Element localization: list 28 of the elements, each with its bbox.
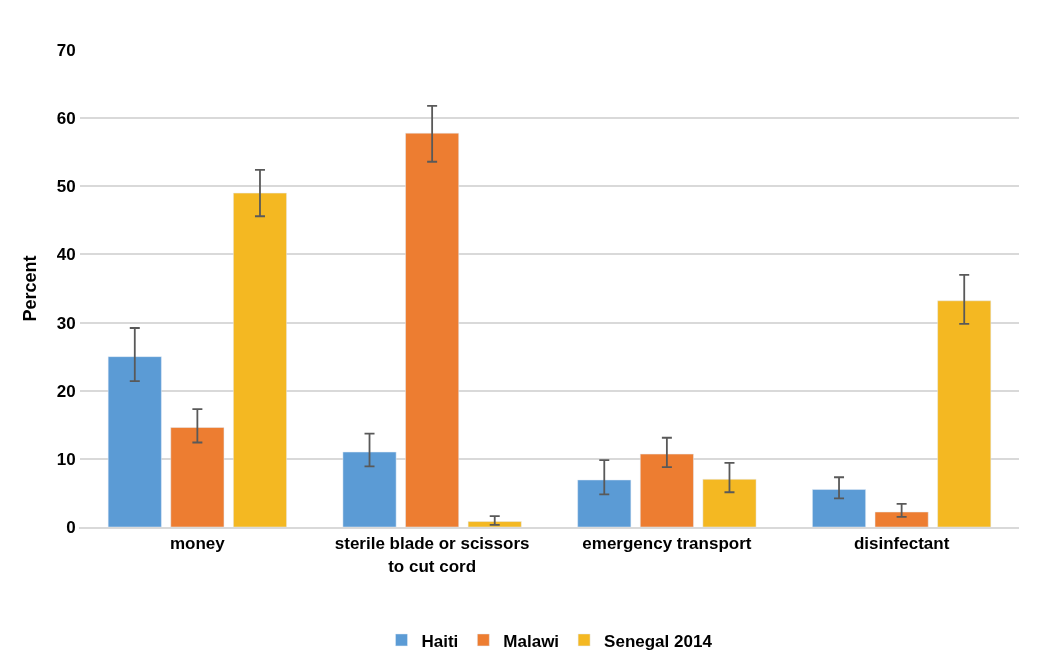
y-tick-label: 0 (66, 517, 76, 537)
y-axis-title: Percent (19, 255, 40, 322)
y-tick-label: 50 (56, 177, 76, 197)
y-tick-label: 40 (56, 245, 76, 265)
bar (874, 511, 929, 527)
bar (937, 300, 992, 527)
bar (702, 479, 757, 527)
x-tick-label: disinfectant (853, 534, 950, 554)
bar (405, 132, 459, 527)
bar (812, 489, 866, 527)
bar (577, 479, 632, 527)
x-tick-label: sterile blade or scissors to cut cord (334, 534, 530, 576)
legend-label: Senegal 2014 (604, 631, 713, 651)
y-tick-label: 60 (56, 109, 76, 129)
x-tick-label: money (169, 534, 226, 554)
bar (107, 356, 162, 527)
bar (233, 192, 287, 527)
legend-label: Haiti (421, 631, 459, 651)
y-tick-label: 30 (56, 313, 76, 333)
y-tick-label: 10 (56, 449, 76, 469)
x-tick-label: emergency transport (582, 534, 752, 554)
bar (640, 453, 694, 527)
y-tick-label: 20 (56, 381, 76, 401)
bar (170, 427, 225, 527)
legend-label: Malawi (503, 631, 560, 651)
bar (342, 451, 397, 527)
y-tick-label: 70 (56, 40, 76, 60)
bar (467, 521, 522, 527)
